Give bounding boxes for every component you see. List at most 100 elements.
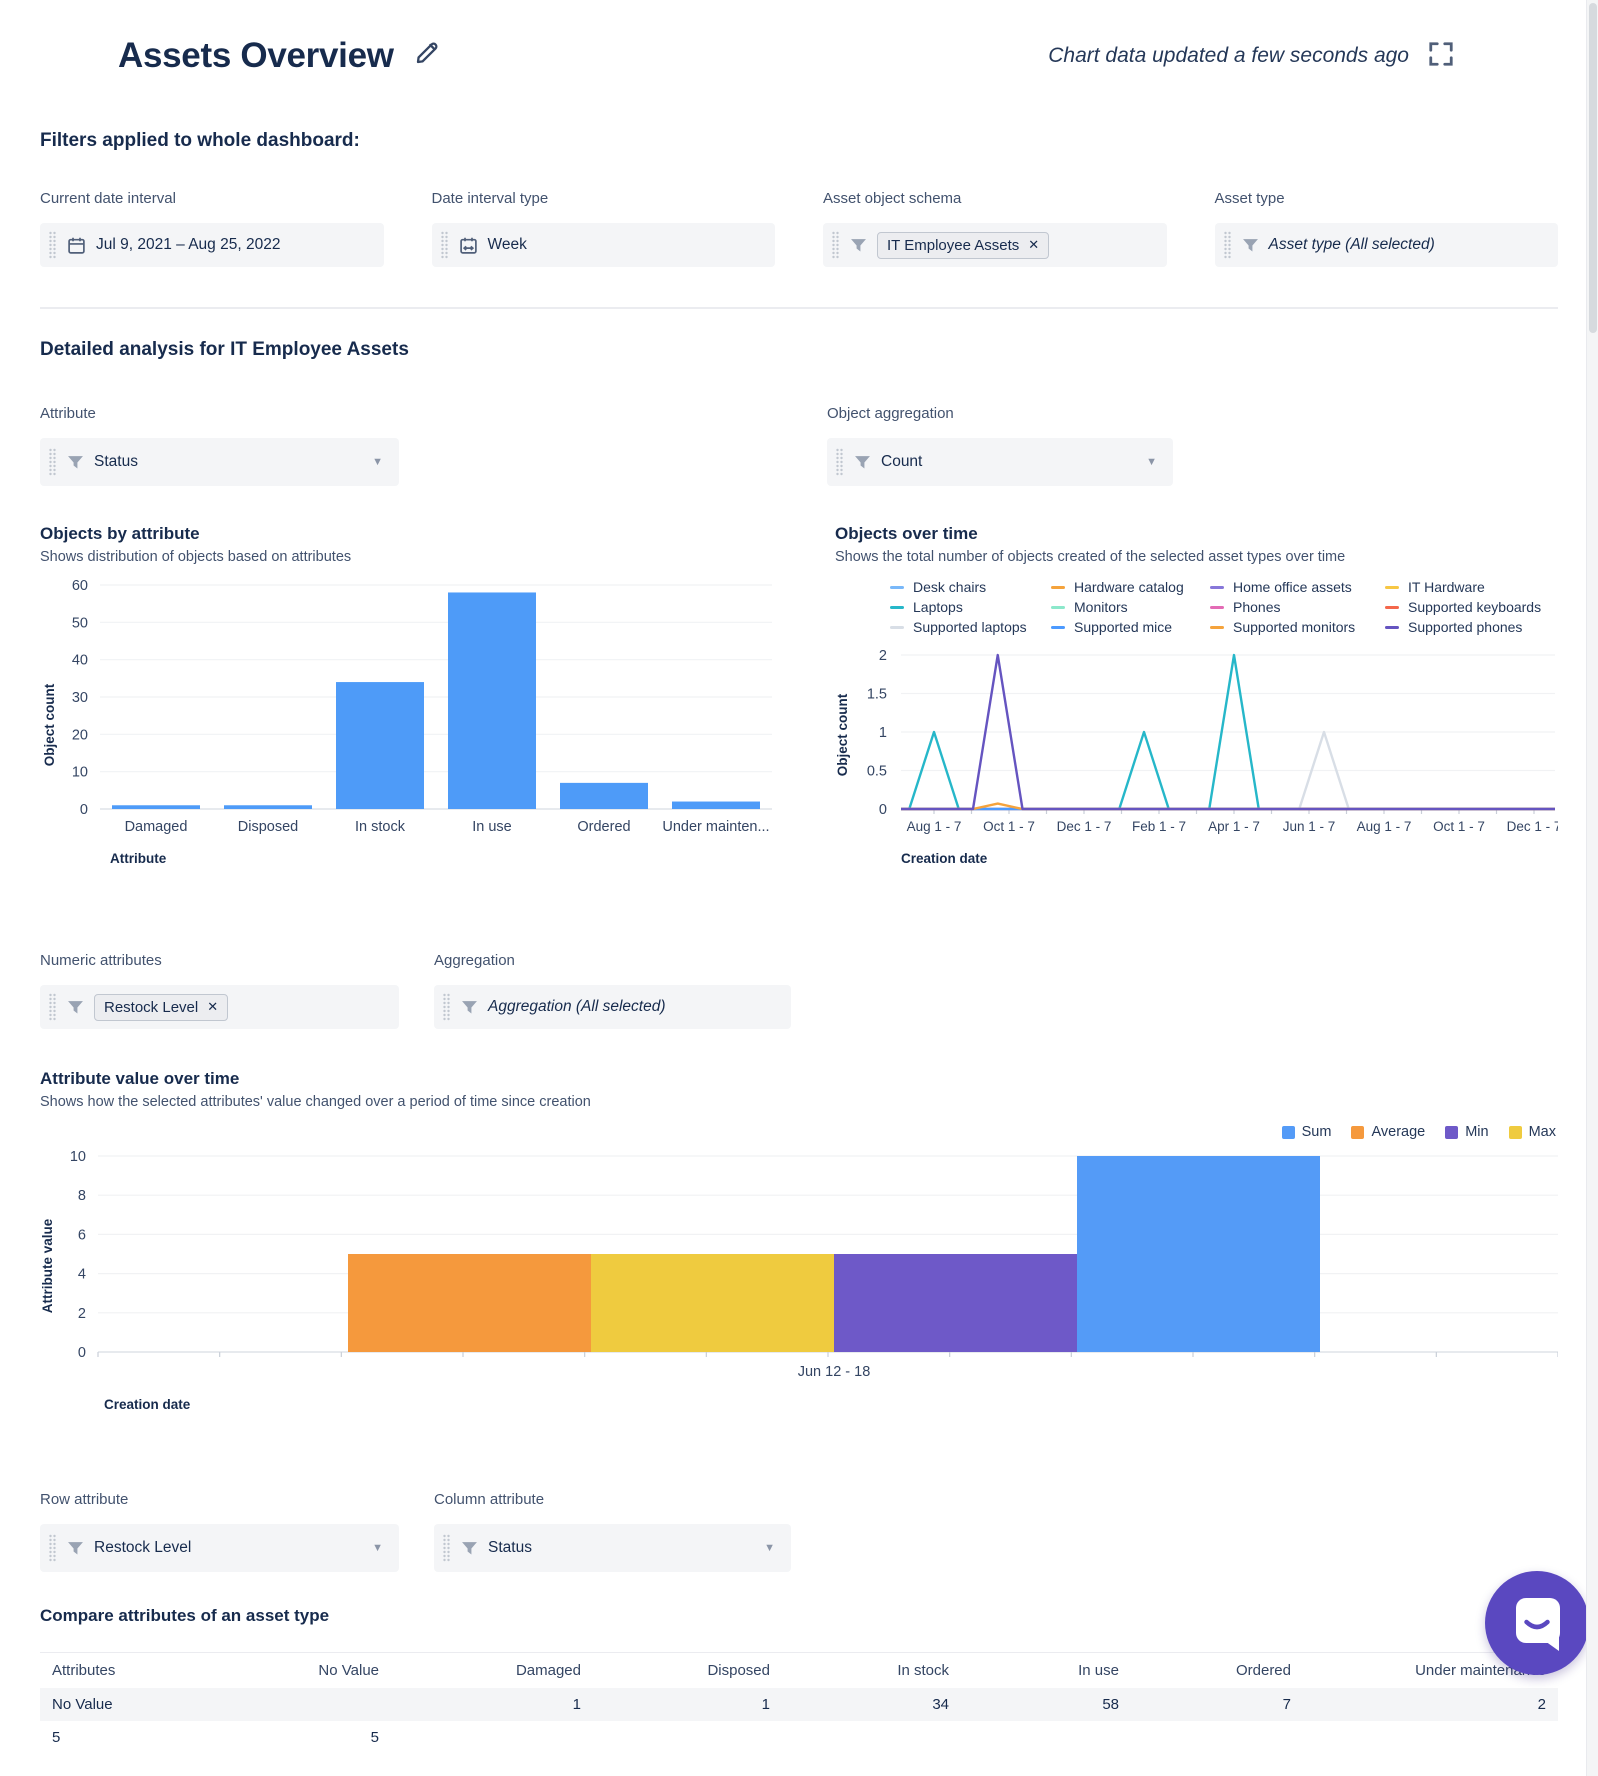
object-aggregation-dropdown[interactable]: Count ▼	[827, 438, 1173, 486]
y-tick-label: 0	[80, 802, 88, 818]
edit-pencil-icon[interactable]	[412, 39, 442, 74]
y-tick-label: 0.5	[867, 764, 887, 780]
asset-type-field[interactable]: Asset type (All selected)	[1214, 223, 1558, 267]
date-interval-field[interactable]: Jul 9, 2021 – Aug 25, 2022	[40, 223, 384, 267]
asset-type-label: Asset type	[1214, 190, 1285, 207]
legend-item[interactable]: Sum	[1281, 1124, 1331, 1140]
legend-label: Monitors	[1074, 599, 1128, 615]
chip-close-icon[interactable]: ✕	[207, 999, 219, 1014]
drag-handle-icon[interactable]	[48, 447, 57, 477]
drag-handle-icon[interactable]	[440, 230, 449, 260]
legend-swatch	[1508, 1125, 1522, 1139]
charts-row: Objects by attribute Shows distribution …	[40, 524, 1561, 880]
interval-type-field[interactable]: Week	[431, 223, 775, 267]
legend-item[interactable]: Min	[1445, 1124, 1489, 1140]
drag-handle-icon[interactable]	[442, 992, 451, 1022]
x-tick-label: Jun 1 - 7	[1283, 819, 1336, 834]
legend-item[interactable]: Home office assets	[1210, 579, 1385, 595]
chart3-subtitle: Shows how the selected attributes' value…	[40, 1094, 591, 1110]
legend-item[interactable]: Hardware catalog	[1051, 579, 1210, 595]
legend-item[interactable]: Monitors	[1051, 599, 1210, 615]
grouped-bar-canvas: 0 2 4 6 8 10 Jun 12 - 18 Creation date Attribute…	[40, 1149, 1559, 1412]
legend-item[interactable]: Supported phones	[1385, 619, 1541, 635]
table-cell	[290, 1688, 391, 1721]
legend-swatch	[1210, 605, 1224, 609]
legend-item[interactable]: IT Hardware	[1385, 579, 1541, 595]
chevron-down-icon[interactable]: ▼	[1146, 456, 1157, 468]
y-tick-label: 4	[78, 1267, 86, 1283]
aggregation-filter-control: Aggregation Aggregation (All selected)	[434, 952, 791, 1029]
y-axis-label: Attribute value	[40, 1218, 55, 1313]
y-tick-label: 8	[78, 1188, 86, 1204]
fullscreen-icon[interactable]	[1427, 40, 1455, 73]
legend-item[interactable]: Laptops	[890, 599, 1051, 615]
legend-label: Supported phones	[1408, 619, 1523, 635]
table-header-cell: No Value	[318, 1662, 379, 1679]
page-title: Assets Overview	[118, 36, 394, 75]
table-cell	[782, 1721, 961, 1754]
series-line-supported-phones	[901, 653, 1555, 811]
object-schema-field[interactable]: IT Employee Assets ✕	[823, 223, 1167, 267]
chevron-down-icon[interactable]: ▼	[372, 1542, 383, 1554]
header: Assets Overview Chart data updated a few…	[40, 0, 1558, 76]
chip-close-icon[interactable]: ✕	[1028, 237, 1040, 252]
x-axis-label: Creation date	[901, 851, 988, 866]
object-aggregation-label: Object aggregation	[827, 405, 954, 422]
scrollbar-track	[1586, 0, 1598, 1776]
restock-level-chip[interactable]: Restock Level ✕	[94, 993, 229, 1021]
object-schema-label: Asset object schema	[823, 190, 962, 207]
filters-row: Current date interval Jul 9, 2021 – Aug …	[40, 190, 1558, 267]
x-tick-label: Dec 1 - 7	[1507, 819, 1558, 834]
y-tick-label: 10	[70, 1149, 86, 1165]
scrollbar-thumb[interactable]	[1589, 3, 1597, 333]
row-attribute-dropdown[interactable]: Restock Level ▼	[40, 1524, 399, 1572]
attribute-dropdown[interactable]: Status ▼	[40, 438, 399, 486]
legend-label: IT Hardware	[1408, 579, 1485, 595]
drag-handle-icon[interactable]	[48, 1533, 57, 1563]
drag-handle-icon[interactable]	[48, 992, 57, 1022]
aggregation-control: Object aggregation Count ▼	[827, 405, 1558, 486]
legend-item[interactable]: Max	[1508, 1124, 1556, 1140]
chevron-down-icon[interactable]: ▼	[372, 456, 383, 468]
x-tick-label: Aug 1 - 7	[1357, 819, 1412, 834]
filters-heading: Filters applied to whole dashboard:	[40, 130, 360, 151]
section-divider	[40, 307, 1558, 309]
legend-item[interactable]: Supported mice	[1051, 619, 1210, 635]
filter-funnel-icon	[67, 1540, 84, 1557]
bar	[112, 805, 200, 809]
drag-handle-icon[interactable]	[442, 1533, 451, 1563]
chevron-down-icon[interactable]: ▼	[764, 1542, 775, 1554]
drag-handle-icon[interactable]	[835, 447, 844, 477]
legend-item[interactable]: Supported keyboards	[1385, 599, 1541, 615]
bar	[448, 592, 536, 809]
legend-swatch	[1385, 625, 1399, 629]
legend-item[interactable]: Supported laptops	[890, 619, 1051, 635]
y-tick-label: 0	[879, 802, 887, 818]
legend-label: Laptops	[913, 599, 963, 615]
legend-item[interactable]: Average	[1351, 1124, 1425, 1140]
controls-row: Attribute Status ▼ Object aggregation Co…	[40, 405, 1558, 486]
chart2-subtitle: Shows the total number of objects create…	[835, 549, 1346, 565]
legend-item[interactable]: Desk chairs	[890, 579, 1051, 595]
column-attribute-dropdown[interactable]: Status ▼	[434, 1524, 791, 1572]
drag-handle-icon[interactable]	[1223, 230, 1232, 260]
legend-item[interactable]: Supported monitors	[1210, 619, 1385, 635]
bar	[672, 801, 760, 809]
schema-chip[interactable]: IT Employee Assets ✕	[877, 231, 1050, 259]
legend-item[interactable]: Phones	[1210, 599, 1385, 615]
aggregation-filter-field[interactable]: Aggregation (All selected)	[434, 985, 791, 1029]
bar	[560, 782, 648, 809]
drag-handle-icon[interactable]	[831, 230, 840, 260]
chat-widget-button[interactable]	[1485, 1571, 1589, 1675]
chart2-title: Objects over time	[835, 524, 978, 543]
table-cell	[1303, 1721, 1558, 1754]
column-attribute-control: Column attribute Status ▼	[434, 1491, 791, 1572]
last-updated-text: Chart data updated a few seconds ago	[1048, 44, 1409, 67]
drag-handle-icon[interactable]	[48, 230, 57, 260]
legend-swatch	[1281, 1125, 1295, 1139]
legend-label: Average	[1371, 1124, 1426, 1140]
legend-label: Supported mice	[1074, 619, 1173, 635]
x-tick-label: Jun 12 - 18	[798, 1364, 871, 1380]
numeric-attributes-field[interactable]: Restock Level ✕	[40, 985, 399, 1029]
bar-max	[591, 1254, 834, 1352]
